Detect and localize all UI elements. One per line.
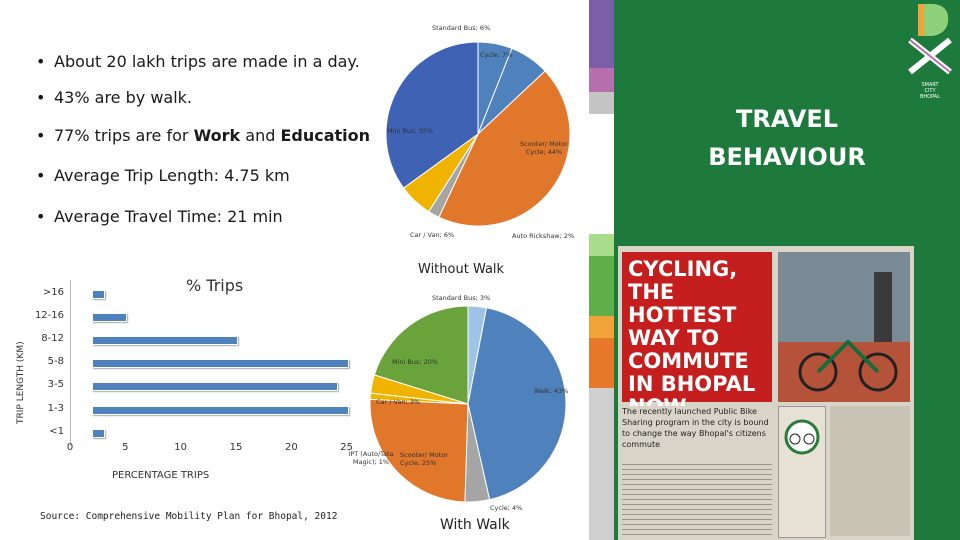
stripe-purple [589, 0, 614, 68]
pie1-label-scooter: Scooter/ Motor Cycle; 44% [520, 140, 568, 156]
bar-category-label: <1 [49, 425, 64, 437]
pie-slice-mini-bus [373, 305, 469, 405]
newspaper-photo [778, 252, 910, 402]
stripe-grey [589, 92, 614, 114]
pie-slice-walk [467, 307, 567, 501]
pie-slice-scooter-motor-cycle [369, 398, 469, 503]
bar-0 [92, 289, 106, 299]
bar-1 [92, 312, 128, 322]
pie2-caption: With Walk [440, 517, 510, 533]
bar-chart-xlabel: PERCENTAGE TRIPS [112, 470, 210, 481]
pie1-label-mini-bus: Mini Bus; 35% [387, 127, 434, 135]
newspaper-sidebar [830, 406, 910, 536]
pie2-label-standard-bus: Standard Bus; 3% [432, 294, 491, 302]
pie-slice-scooter-motor-cycle [438, 70, 571, 227]
source-note: Source: Comprehensive Mobility Plan for … [40, 511, 338, 522]
bar-category-label: 3-5 [47, 379, 64, 391]
stripe-lightgreen [589, 234, 614, 256]
bullet-walk-share: • 43% are by walk. [36, 88, 193, 107]
svg-text:BHOPAL: BHOPAL [920, 94, 940, 98]
pie2-label-walk: Walk; 43% [534, 387, 569, 395]
pie2-label-cycle: Cycle; 4% [490, 504, 523, 512]
pie2-label-car-van: Car / Van; 3% [376, 398, 421, 406]
newspaper-body-text [622, 460, 772, 536]
newspaper-caption: The recently launched Public Bike Sharin… [622, 406, 772, 456]
stripe-pink [589, 68, 614, 92]
pie-chart-modes [385, 41, 571, 227]
pie2-label-scooter: Scooter/ Motor Cycle; 25% [400, 451, 448, 467]
bar-category-label: >16 [42, 286, 64, 298]
svg-text:SMART: SMART [921, 82, 939, 88]
newspaper-sign [778, 406, 826, 538]
bar-chart-xtick: 15 [229, 442, 243, 453]
stripe-lightgrey [589, 388, 614, 540]
bar-category-label: 12-16 [34, 309, 64, 321]
bar-category-label: 8-12 [41, 333, 64, 344]
pie1-label-cycle: Cycle; 7% [480, 51, 513, 59]
bar-chart-y-axis [70, 280, 71, 447]
bar-category-label: 1-3 [47, 402, 64, 414]
pie-slice-mini-bus [385, 41, 479, 189]
bar-chart-ylabel: TRIP LENGTH (KM) [16, 341, 26, 424]
bar-2 [92, 336, 238, 345]
bar-chart-xtick: 0 [66, 442, 74, 453]
bullet-daily-trips: • About 20 lakh trips are made in a day. [36, 52, 360, 71]
bullet-trip-length: • Average Trip Length: 4.75 km [36, 166, 290, 185]
bar-category-label: 5-8 [47, 356, 64, 368]
pie2-title: Without Walk [418, 262, 505, 277]
stripe-white [589, 114, 614, 234]
pie-chart-without-walk [369, 305, 567, 503]
newspaper-clipping: CYCLING, THE HOTTEST WAY TO COMMUTE IN B… [618, 246, 914, 540]
bar-chart-xtick: 10 [174, 442, 188, 453]
bullet-work-education: • 77% trips are for Work and Education [36, 126, 371, 145]
travel-behaviour-title: TRAVEL BEHAVIOUR [708, 105, 866, 171]
bar-5 [92, 405, 349, 415]
bar-chart-xtick: 25 [340, 442, 354, 453]
bar-chart-xtick: 5 [122, 442, 129, 453]
smart-city-logo: SMART CITY BHOPAL [908, 4, 952, 98]
pie1-label-car-van: Car / Van; 6% [410, 231, 455, 239]
stripe-darkorange [589, 338, 614, 388]
stripe-orange [589, 316, 614, 338]
pie2-label-mini-bus: Mini Bus; 20% [392, 358, 439, 366]
pie1-label-auto: Auto Rickshaw; 2% [512, 232, 575, 240]
newspaper-headline: CYCLING, THE HOTTEST WAY TO COMMUTE IN B… [622, 252, 772, 419]
pie2-label-ipt: IPT (Auto/Tata Magic); 1% [348, 450, 394, 466]
bar-4 [92, 382, 338, 392]
stripe-green [589, 256, 614, 316]
bar-chart-xtick: 20 [284, 442, 298, 453]
bar-3 [92, 359, 349, 369]
bar-6 [92, 428, 106, 438]
svg-text:CITY: CITY [924, 88, 936, 94]
bullet-travel-time: • Average Travel Time: 21 min [36, 207, 283, 226]
bar-chart-title: % Trips [186, 276, 244, 295]
pie1-label-standard-bus: Standard Bus; 6% [432, 24, 491, 32]
